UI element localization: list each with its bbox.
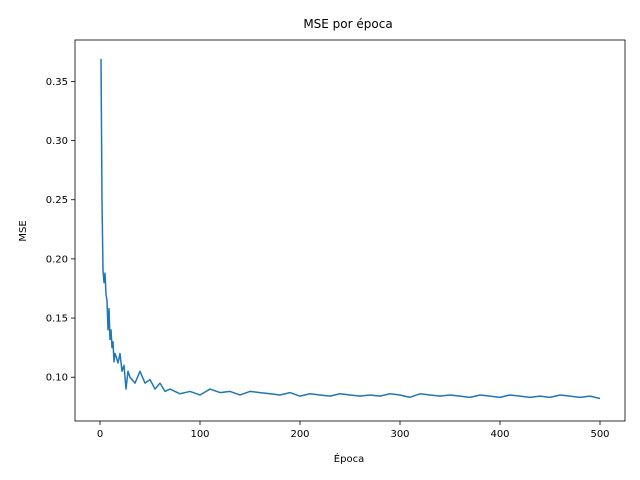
y-tick-label: 0.35	[46, 77, 68, 88]
x-axis-label: Época	[334, 452, 364, 465]
y-tick-label: 0.10	[46, 373, 68, 384]
x-tick-label: 300	[390, 429, 409, 440]
chart-title: MSE por época	[303, 17, 392, 31]
x-tick-label: 400	[490, 429, 509, 440]
series-line-mse	[100, 58, 601, 400]
y-axis-ticks: 0.10 0.15 0.20 0.25 0.30 0.35	[46, 77, 75, 384]
y-tick-label: 0.15	[46, 314, 68, 325]
y-axis-label: MSE	[18, 220, 29, 241]
y-tick-label: 0.25	[46, 195, 68, 206]
x-tick-label: 500	[590, 429, 609, 440]
plot-area	[100, 58, 601, 400]
y-tick-label: 0.30	[46, 136, 68, 147]
x-tick-label: 100	[190, 429, 209, 440]
x-tick-label: 0	[97, 429, 103, 440]
y-tick-label: 0.20	[46, 254, 68, 265]
axes-frame	[74, 39, 626, 422]
x-tick-label: 200	[290, 429, 309, 440]
x-axis-ticks: 0 100 200 300 400 500	[97, 421, 610, 440]
